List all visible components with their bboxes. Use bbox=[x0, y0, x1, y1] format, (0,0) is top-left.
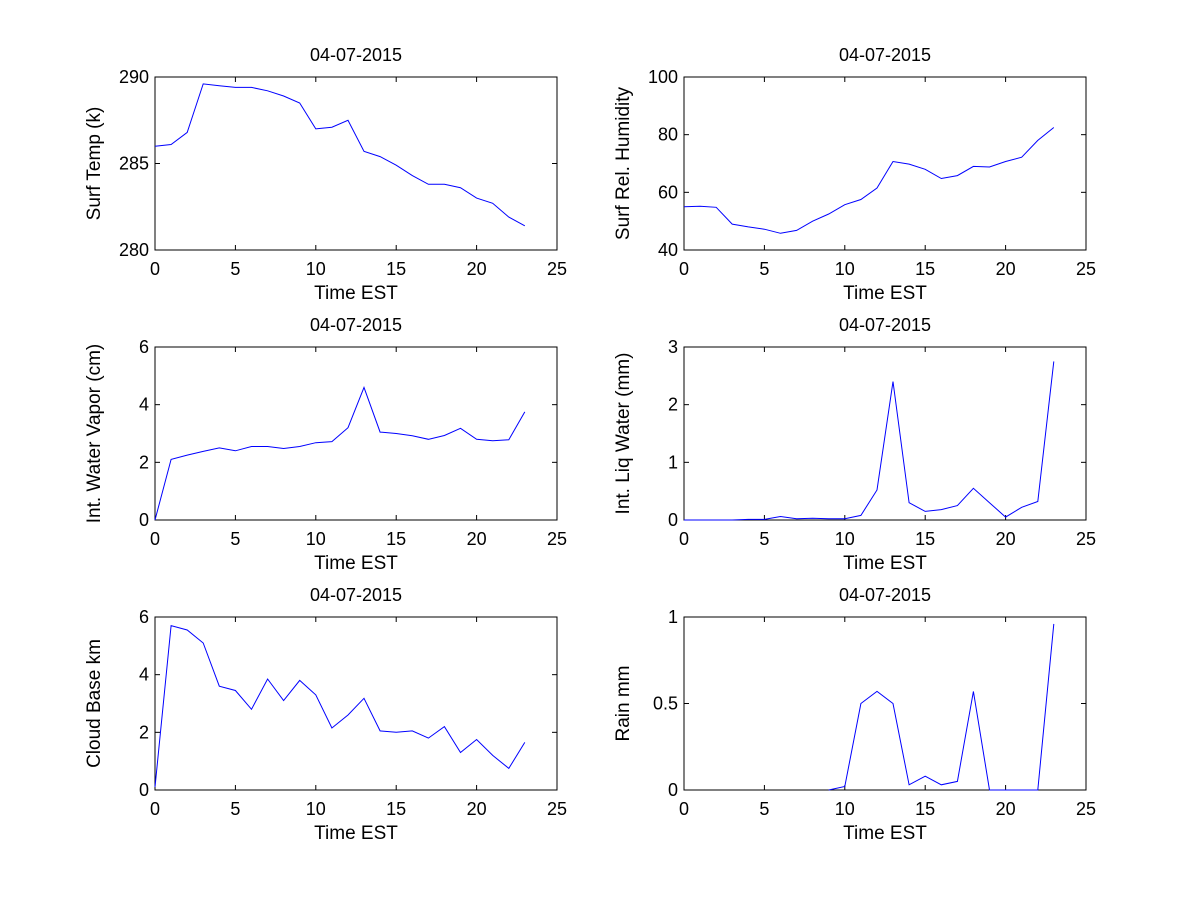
x-axis-label: Time EST bbox=[843, 283, 927, 304]
x-tick-label: 25 bbox=[1076, 529, 1096, 549]
y-tick-label: 40 bbox=[658, 240, 678, 260]
x-tick-label: 5 bbox=[230, 529, 240, 549]
y-tick-label: 4 bbox=[139, 395, 149, 415]
x-tick-label: 25 bbox=[547, 259, 567, 279]
x-tick-label: 10 bbox=[835, 259, 855, 279]
y-tick-label: 1 bbox=[668, 607, 678, 627]
chart-panel-3: 04-07-2015 0 5 10 15 20 25 0 2 4 6 Time EST Int. Wat… bbox=[84, 315, 567, 574]
data-series-line bbox=[684, 361, 1055, 521]
x-axis-label: Time EST bbox=[314, 553, 398, 574]
chart-panel-2: 04-07-2015 0 5 10 15 20 25 40 60 80 100 Time EST Sur… bbox=[613, 45, 1096, 304]
plot-area-frame bbox=[154, 616, 558, 791]
chart-panel-1: 04-07-2015 0 5 10 15 20 25 280 285 290 Time EST Sur… bbox=[84, 45, 567, 304]
x-tick-label: 5 bbox=[759, 259, 769, 279]
plot-area-frame bbox=[683, 616, 1087, 791]
data-series-line bbox=[154, 385, 526, 521]
x-tick-label: 10 bbox=[835, 799, 855, 819]
y-tick-label: 2 bbox=[668, 395, 678, 415]
data-series-line bbox=[154, 83, 526, 227]
y-tick-label: 100 bbox=[648, 67, 678, 87]
y-tick-label: 2 bbox=[139, 452, 149, 472]
x-tick-label: 0 bbox=[150, 799, 160, 819]
x-tick-label: 20 bbox=[467, 799, 487, 819]
y-tick-label: 3 bbox=[668, 337, 678, 357]
x-tick-label: 5 bbox=[759, 799, 769, 819]
y-axis-label: Rain mm bbox=[613, 665, 634, 741]
y-tick-label: 0 bbox=[668, 510, 678, 530]
y-tick-label: 280 bbox=[119, 240, 149, 260]
x-tick-label: 15 bbox=[915, 529, 935, 549]
x-tick-label: 15 bbox=[915, 799, 935, 819]
x-tick-label: 25 bbox=[1076, 799, 1096, 819]
y-axis-label: Surf Rel. Humidity bbox=[613, 86, 634, 240]
x-tick-label: 15 bbox=[386, 259, 406, 279]
chart-title: 04-07-2015 bbox=[839, 45, 931, 65]
x-tick-label: 20 bbox=[467, 259, 487, 279]
x-tick-label: 15 bbox=[915, 259, 935, 279]
chart-title: 04-07-2015 bbox=[839, 315, 931, 335]
x-tick-label: 25 bbox=[547, 799, 567, 819]
x-axis-label: Time EST bbox=[843, 553, 927, 574]
y-tick-label: 6 bbox=[139, 607, 149, 627]
chart-title: 04-07-2015 bbox=[839, 585, 931, 605]
y-axis-label: Cloud Base km bbox=[84, 639, 105, 768]
x-axis-label: Time EST bbox=[314, 283, 398, 304]
data-series-line bbox=[154, 624, 526, 788]
y-tick-label: 4 bbox=[139, 665, 149, 685]
y-tick-label: 285 bbox=[119, 154, 149, 174]
chart-title: 04-07-2015 bbox=[310, 45, 402, 65]
data-series-line bbox=[828, 623, 1055, 791]
y-axis-label: Int. Water Vapor (cm) bbox=[84, 344, 105, 523]
chart-title: 04-07-2015 bbox=[310, 315, 402, 335]
x-tick-label: 0 bbox=[150, 259, 160, 279]
x-tick-label: 0 bbox=[679, 259, 689, 279]
y-tick-label: 60 bbox=[658, 182, 678, 202]
x-tick-label: 20 bbox=[996, 259, 1016, 279]
x-tick-label: 10 bbox=[306, 529, 326, 549]
x-tick-label: 25 bbox=[547, 529, 567, 549]
x-tick-label: 5 bbox=[759, 529, 769, 549]
plot-area-frame bbox=[683, 76, 1087, 251]
x-axis-label: Time EST bbox=[843, 823, 927, 844]
x-tick-label: 15 bbox=[386, 799, 406, 819]
y-tick-label: 0.5 bbox=[653, 694, 678, 714]
y-axis-label: Int. Liq Water (mm) bbox=[613, 353, 634, 515]
y-tick-label: 0 bbox=[139, 510, 149, 530]
y-tick-label: 6 bbox=[139, 337, 149, 357]
y-tick-label: 2 bbox=[139, 722, 149, 742]
x-tick-label: 25 bbox=[1076, 259, 1096, 279]
x-tick-label: 15 bbox=[386, 529, 406, 549]
x-tick-label: 20 bbox=[996, 529, 1016, 549]
x-tick-label: 10 bbox=[306, 799, 326, 819]
y-tick-label: 0 bbox=[668, 780, 678, 800]
x-tick-label: 5 bbox=[230, 259, 240, 279]
x-tick-label: 10 bbox=[835, 529, 855, 549]
y-tick-label: 0 bbox=[139, 780, 149, 800]
plot-area-frame bbox=[154, 346, 558, 521]
x-tick-label: 5 bbox=[230, 799, 240, 819]
plot-area-frame bbox=[154, 76, 558, 251]
chart-panel-4: 04-07-2015 0 5 10 15 20 25 0 1 2 3 Time EST Int. Liq… bbox=[613, 315, 1096, 574]
x-tick-label: 10 bbox=[306, 259, 326, 279]
y-tick-label: 1 bbox=[668, 452, 678, 472]
x-tick-label: 20 bbox=[996, 799, 1016, 819]
data-series-line bbox=[683, 127, 1055, 234]
chart-panel-5: 04-07-2015 0 5 10 15 20 25 0 2 4 6 Time EST Cloud Ba… bbox=[84, 585, 567, 844]
x-tick-label: 0 bbox=[150, 529, 160, 549]
x-tick-label: 0 bbox=[679, 799, 689, 819]
x-axis-label: Time EST bbox=[314, 823, 398, 844]
chart-panel-6: 04-07-2015 0 5 10 15 20 25 0 0.5 1 Time EST Rain mm bbox=[613, 585, 1096, 844]
x-tick-label: 0 bbox=[679, 529, 689, 549]
y-tick-label: 290 bbox=[119, 67, 149, 87]
y-axis-label: Surf Temp (k) bbox=[84, 107, 105, 221]
x-tick-label: 20 bbox=[467, 529, 487, 549]
y-tick-label: 80 bbox=[658, 125, 678, 145]
chart-title: 04-07-2015 bbox=[310, 585, 402, 605]
